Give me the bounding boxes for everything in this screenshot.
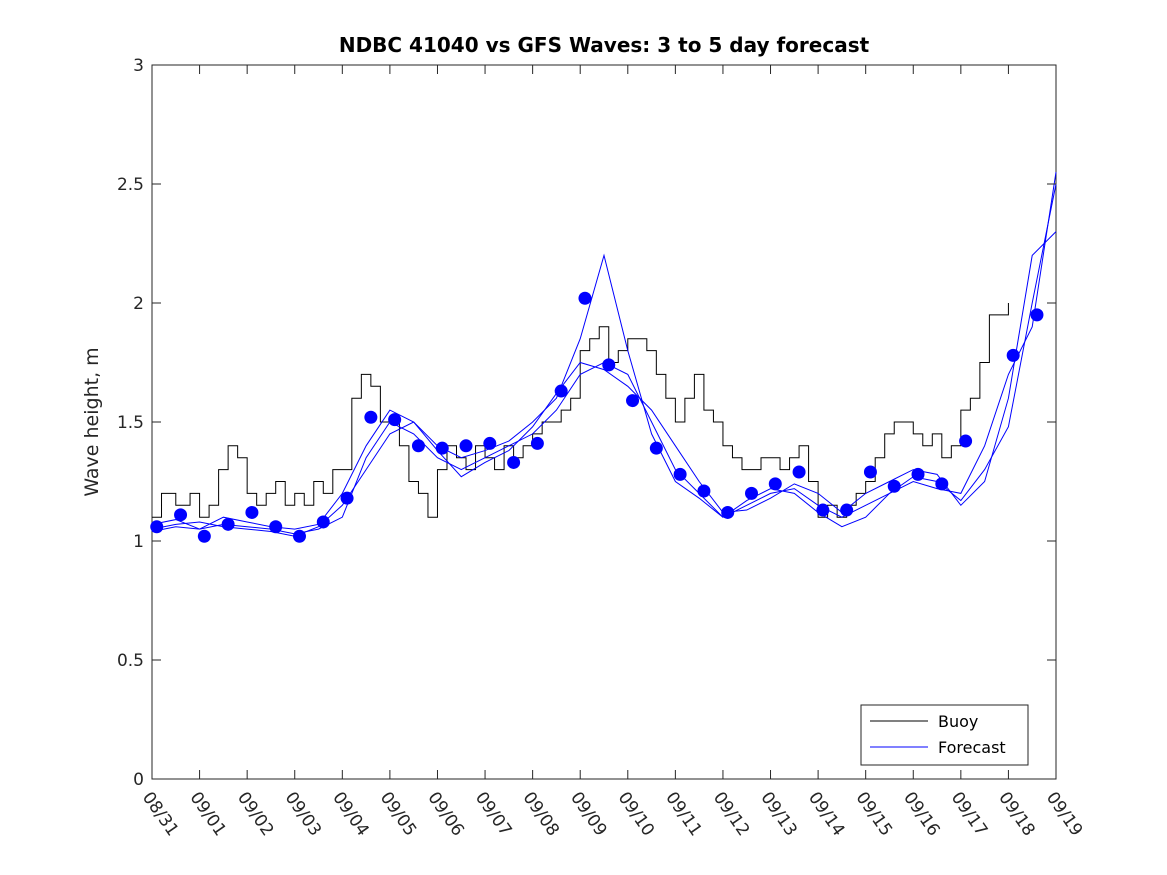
forecast-point xyxy=(292,529,306,543)
forecast-point xyxy=(602,358,616,372)
forecast-point xyxy=(697,484,711,498)
legend-forecast-label: Forecast xyxy=(938,738,1006,757)
buoy-series-line xyxy=(152,303,1009,518)
forecast-point xyxy=(768,477,782,491)
chart-title: NDBC 41040 vs GFS Waves: 3 to 5 day fore… xyxy=(339,33,870,57)
forecast-point xyxy=(221,517,235,531)
forecast-point xyxy=(1030,308,1044,322)
forecast-point xyxy=(530,436,544,450)
forecast-point xyxy=(507,455,521,469)
forecast-point xyxy=(269,520,283,534)
forecast-point xyxy=(1006,348,1020,362)
forecast-point xyxy=(959,434,973,448)
forecast-point xyxy=(364,410,378,424)
forecast-point xyxy=(578,291,592,305)
legend: Buoy Forecast xyxy=(860,704,1029,766)
forecast-series-line xyxy=(151,183,1057,530)
forecast-point xyxy=(554,384,568,398)
forecast-point xyxy=(197,529,211,543)
forecast-point xyxy=(340,491,354,505)
forecast-point xyxy=(245,505,259,519)
legend-buoy-label: Buoy xyxy=(938,712,978,731)
y-tick-label: 0 xyxy=(133,770,144,790)
forecast-point xyxy=(863,465,877,479)
forecast-point xyxy=(744,486,758,500)
forecast-point xyxy=(887,479,901,493)
forecast-point xyxy=(840,503,854,517)
forecast-point xyxy=(792,465,806,479)
points-layer xyxy=(150,291,1044,543)
plot-frame xyxy=(151,64,1057,780)
buoy-layer xyxy=(152,303,1009,518)
forecast-point xyxy=(435,441,449,455)
forecast-point xyxy=(174,508,188,522)
forecast-point xyxy=(721,505,735,519)
forecast-point xyxy=(483,436,497,450)
forecast-point xyxy=(459,439,473,453)
y-tick-label: 3 xyxy=(133,56,144,76)
forecast-point xyxy=(626,394,640,408)
y-axis-label: Wave height, m xyxy=(81,347,103,496)
forecast-point xyxy=(911,467,925,481)
forecast-point xyxy=(411,439,425,453)
legend-box xyxy=(860,704,1029,766)
forecast-point xyxy=(649,441,663,455)
forecast-point xyxy=(673,467,687,481)
forecast-point xyxy=(316,515,330,529)
y-tick-label: 2 xyxy=(133,294,144,314)
forecast-point xyxy=(816,503,830,517)
y-tick-label: 1 xyxy=(133,532,144,552)
y-tick-label: 2.5 xyxy=(117,175,144,195)
forecast-point xyxy=(388,413,402,427)
y-tick-label: 0.5 xyxy=(117,651,144,671)
forecast-point xyxy=(935,477,949,491)
forecast-point xyxy=(150,520,164,534)
y-tick-label: 1.5 xyxy=(117,413,144,433)
plot-area xyxy=(150,64,1057,780)
y-axis: 0 0.5 1 1.5 2 2.5 3 xyxy=(117,56,1056,790)
